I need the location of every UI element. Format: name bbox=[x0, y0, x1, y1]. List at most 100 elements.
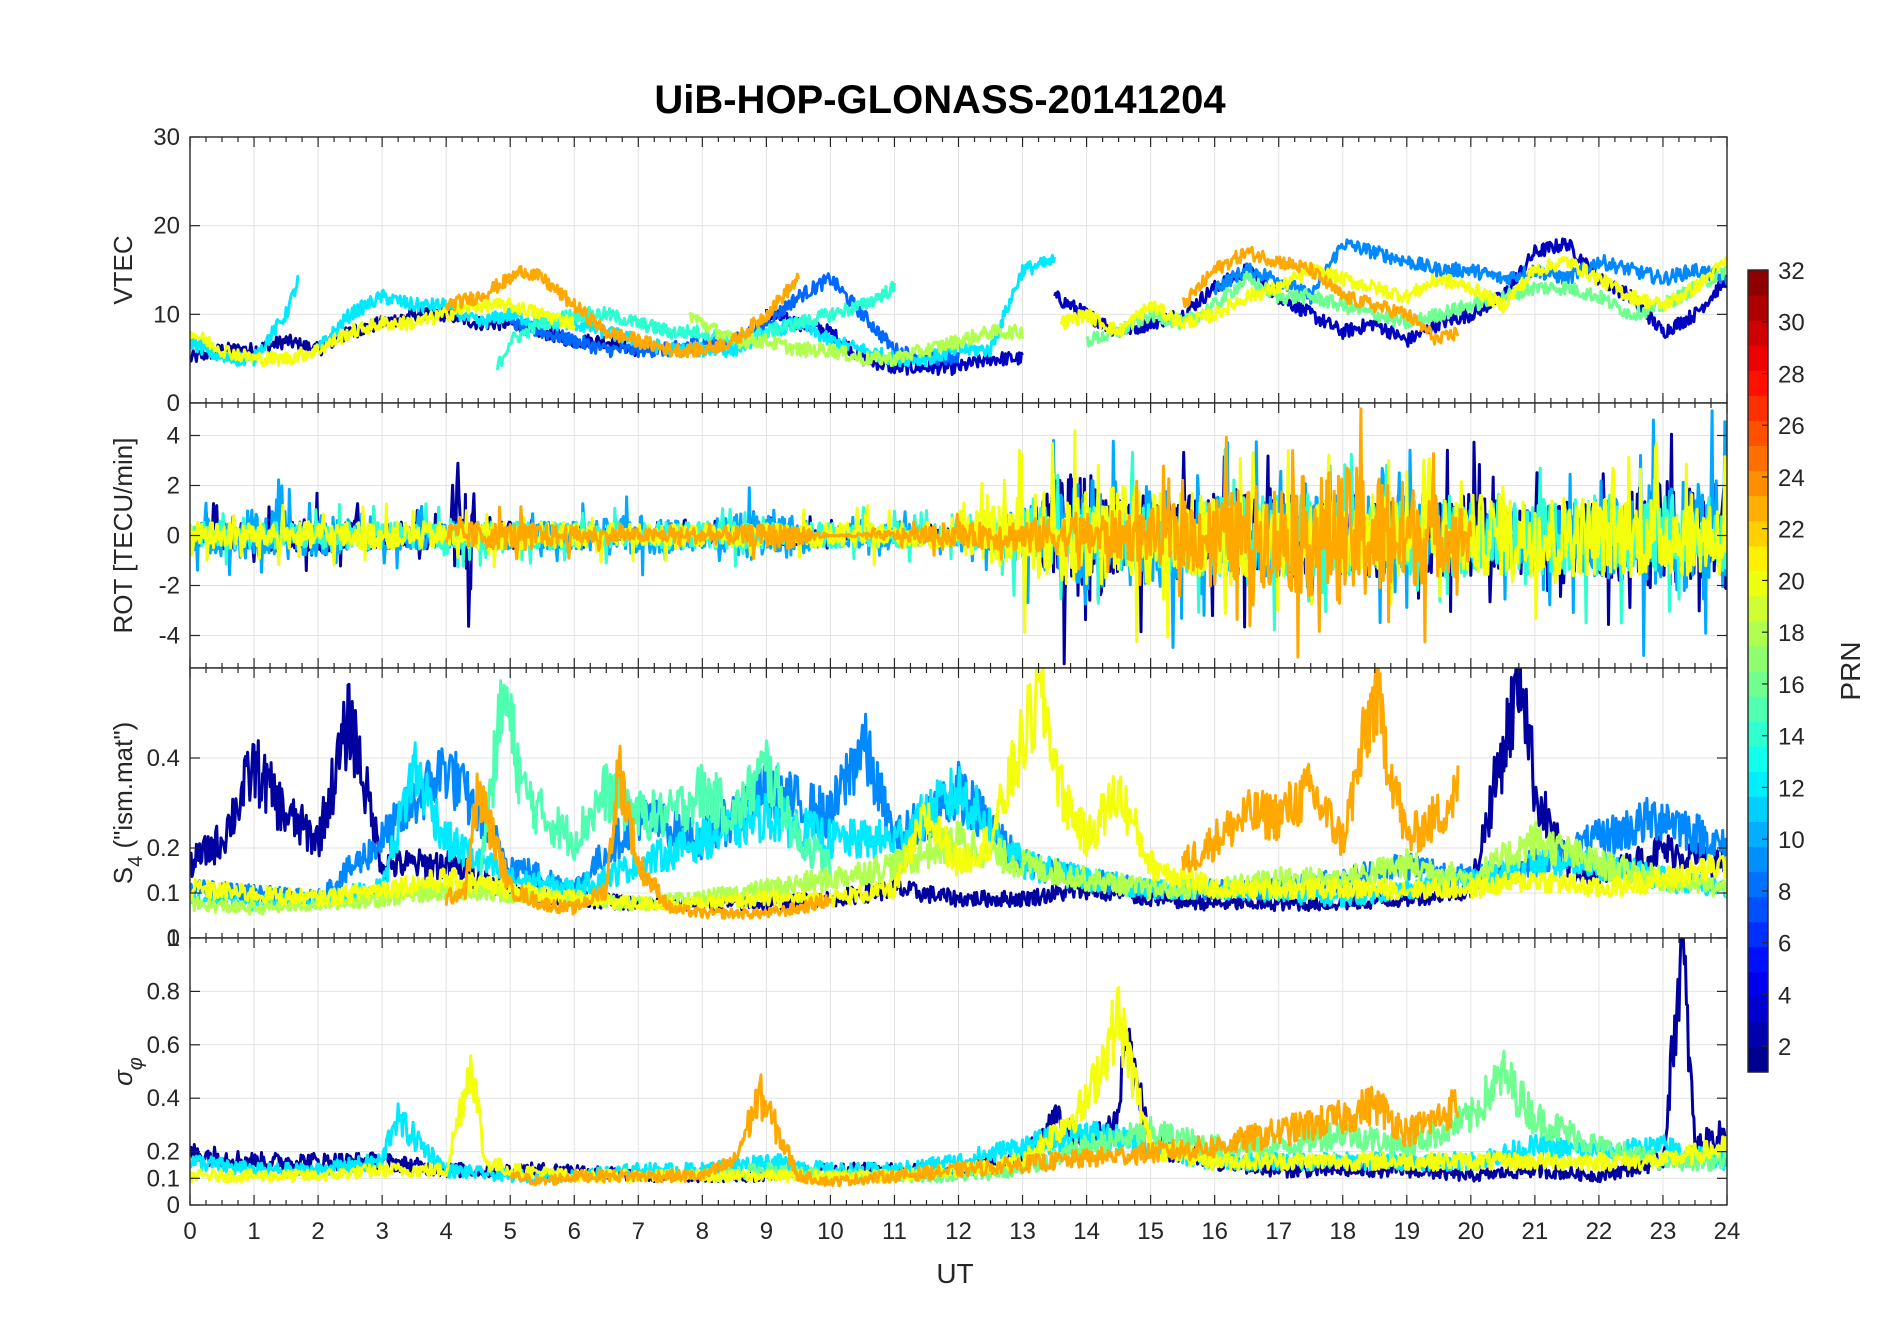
x-tick-label: 23 bbox=[1650, 1218, 1677, 1245]
colorbar-swatch bbox=[1748, 746, 1768, 772]
x-tick-label: 10 bbox=[817, 1218, 844, 1245]
x-tick-label: 2 bbox=[311, 1218, 324, 1245]
x-tick-label: 6 bbox=[568, 1218, 581, 1245]
colorbar-swatch bbox=[1748, 645, 1768, 672]
y-tick-label: 0 bbox=[167, 523, 180, 550]
x-tick-label: 11 bbox=[882, 1218, 907, 1245]
series-line-prn-23 bbox=[509, 1073, 1460, 1188]
colorbar-label: PRN bbox=[1835, 641, 1866, 700]
colorbar-swatch bbox=[1748, 821, 1768, 848]
series-line-prn-23 bbox=[444, 407, 1473, 659]
colorbar-tick-label: 18 bbox=[1778, 620, 1805, 647]
series-line-prn-23 bbox=[444, 744, 832, 920]
x-tick-label: 21 bbox=[1522, 1218, 1549, 1245]
colorbar-swatch bbox=[1748, 295, 1768, 321]
colorbar-swatch bbox=[1748, 595, 1768, 622]
y-tick-label: 0 bbox=[167, 925, 180, 952]
panel-3: 0 0.1 0.2 0.4S4 ("ism.mat") bbox=[108, 667, 1728, 952]
y-tick-label: 20 bbox=[153, 213, 180, 240]
x-tick-label: 5 bbox=[504, 1218, 517, 1245]
colorbar-swatch bbox=[1748, 1046, 1768, 1073]
x-tick-label: 3 bbox=[375, 1218, 388, 1245]
y-tick-label: 0.1 bbox=[147, 880, 180, 907]
colorbar-swatch bbox=[1748, 620, 1768, 647]
x-axis-label: UT bbox=[936, 1258, 973, 1289]
colorbar-swatch bbox=[1748, 370, 1768, 396]
colorbar-tick-label: 4 bbox=[1778, 982, 1791, 1009]
y-tick-label: 0.2 bbox=[147, 835, 180, 862]
series-group bbox=[190, 237, 1727, 376]
colorbar-swatch bbox=[1748, 570, 1768, 597]
y-tick-label: 30 bbox=[153, 124, 180, 151]
y-axis-label: σφ bbox=[108, 1057, 147, 1086]
colorbar-tick-label: 12 bbox=[1778, 775, 1805, 802]
y-tick-label: 0.2 bbox=[147, 1139, 180, 1166]
colorbar-swatch bbox=[1748, 470, 1768, 497]
colorbar-tick-label: 30 bbox=[1778, 310, 1805, 337]
x-tick-label: 0 bbox=[183, 1218, 196, 1245]
colorbar-tick-label: 32 bbox=[1778, 258, 1805, 285]
y-tick-label: 1 bbox=[167, 925, 180, 952]
colorbar-swatch bbox=[1748, 445, 1768, 472]
x-tick-label: 15 bbox=[1137, 1218, 1164, 1245]
series-line-prn-23 bbox=[444, 265, 800, 359]
y-tick-label: 4 bbox=[167, 423, 180, 450]
colorbar-swatch bbox=[1748, 921, 1768, 948]
colorbar-swatch bbox=[1748, 1021, 1768, 1048]
colorbar-tick-label: 26 bbox=[1778, 413, 1805, 440]
colorbar-swatch bbox=[1748, 771, 1768, 797]
x-tick-label: 20 bbox=[1457, 1218, 1484, 1245]
panel-1: 0 10 20 30 VTEC bbox=[108, 124, 1728, 417]
y-tick-label: -2 bbox=[159, 573, 180, 600]
colorbar-swatch bbox=[1748, 520, 1768, 547]
x-tick-label: 9 bbox=[760, 1218, 773, 1245]
colorbar-tick-label: 2 bbox=[1778, 1034, 1791, 1061]
colorbar-tick-label: 20 bbox=[1778, 568, 1805, 595]
y-tick-label: 2 bbox=[167, 473, 180, 500]
y-tick-label: 0.6 bbox=[147, 1032, 180, 1059]
colorbar-tick-label: 6 bbox=[1778, 931, 1791, 958]
series-line-prn-20 bbox=[190, 668, 1727, 912]
colorbar-swatch bbox=[1748, 971, 1768, 998]
x-tick-label: 17 bbox=[1265, 1218, 1292, 1245]
series-line-prn-23 bbox=[1181, 668, 1460, 873]
colorbar-swatch bbox=[1748, 896, 1768, 923]
x-tick-label: 8 bbox=[696, 1218, 709, 1245]
y-tick-label: 0.4 bbox=[147, 1085, 180, 1112]
colorbar-swatch bbox=[1748, 721, 1768, 747]
colorbar-swatch bbox=[1748, 320, 1768, 346]
x-tick-label: 22 bbox=[1586, 1218, 1613, 1245]
colorbar-swatch bbox=[1748, 395, 1768, 421]
x-tick-label: 16 bbox=[1201, 1218, 1228, 1245]
y-tick-label: 0.4 bbox=[147, 745, 180, 772]
colorbar-swatch bbox=[1748, 871, 1768, 898]
series-group bbox=[190, 668, 1727, 920]
x-tick-label: 13 bbox=[1009, 1218, 1036, 1245]
series-line-prn-20 bbox=[1059, 255, 1727, 338]
x-tick-label: 14 bbox=[1073, 1218, 1100, 1245]
y-axis-label: ROT [TECU/min] bbox=[108, 438, 138, 634]
colorbar-swatch bbox=[1748, 696, 1768, 722]
colorbar-frame bbox=[1747, 269, 1769, 1073]
x-tick-label: 24 bbox=[1714, 1218, 1741, 1245]
colorbar-tick-label: 28 bbox=[1778, 361, 1805, 388]
colorbar-tick-label: 24 bbox=[1778, 465, 1805, 492]
x-tick-label: 1 bbox=[247, 1218, 260, 1245]
x-tick-label: 4 bbox=[439, 1218, 452, 1245]
series-line-prn-18 bbox=[688, 311, 1024, 368]
colorbar-tick-label: 10 bbox=[1778, 827, 1805, 854]
colorbar-swatch bbox=[1748, 495, 1768, 522]
colorbar-swatch bbox=[1748, 420, 1768, 447]
x-tick-label: 12 bbox=[945, 1218, 972, 1245]
y-tick-label: 10 bbox=[153, 301, 180, 328]
colorbar-swatch bbox=[1748, 671, 1768, 697]
colorbar-tick-label: 14 bbox=[1778, 724, 1805, 751]
y-tick-label: 0 bbox=[167, 1192, 180, 1219]
x-tick-label: 19 bbox=[1393, 1218, 1420, 1245]
panel-2: -4 -2 0 2 4 ROT [TECU/min] bbox=[108, 402, 1728, 669]
colorbar-swatch bbox=[1748, 996, 1768, 1023]
